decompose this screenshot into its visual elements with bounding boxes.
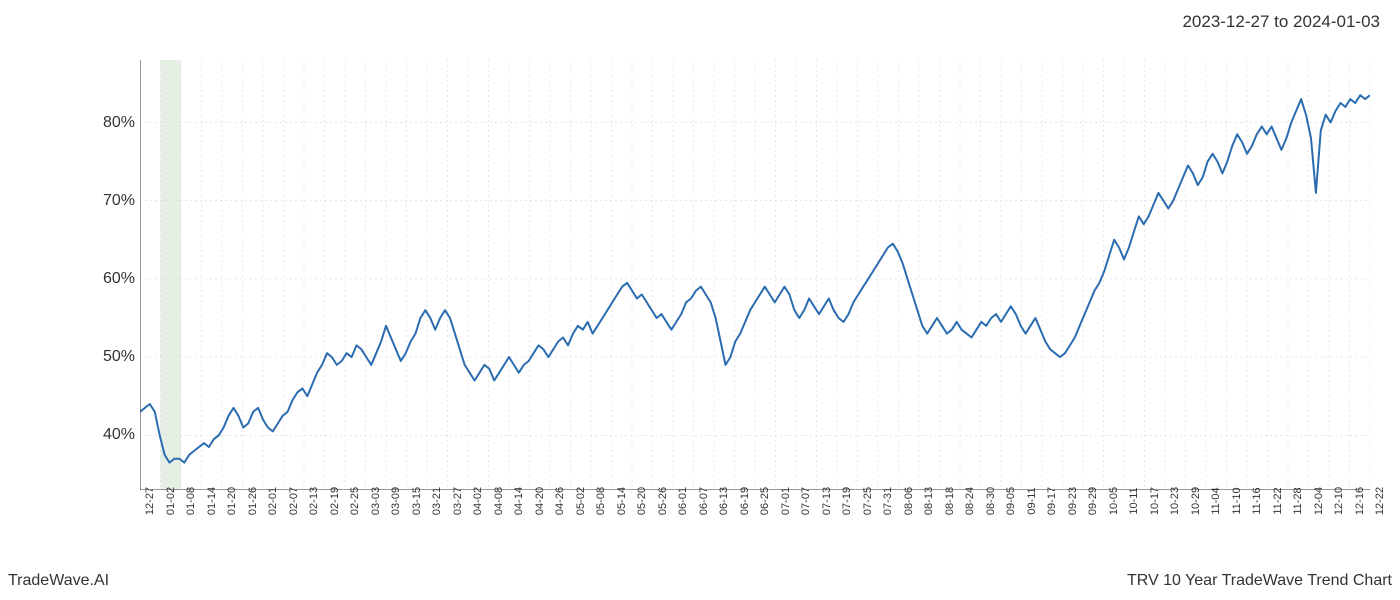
x-tick-label: 11-04	[1210, 487, 1222, 514]
x-tick-label: 12-10	[1333, 487, 1345, 515]
x-tick-label: 03-27	[452, 487, 464, 515]
x-tick-label: 10-05	[1108, 487, 1120, 515]
x-tick-label: 05-08	[595, 487, 607, 515]
x-tick-label: 12-16	[1354, 487, 1366, 515]
x-tick-label: 08-18	[944, 487, 956, 515]
x-tick-label: 01-02	[165, 487, 177, 515]
x-tick-label: 10-23	[1169, 487, 1181, 515]
x-tick-label: 03-15	[411, 487, 423, 515]
x-tick-label: 12-04	[1313, 487, 1325, 515]
x-tick-label: 04-08	[493, 487, 505, 515]
footer-title: TRV 10 Year TradeWave Trend Chart	[1127, 572, 1392, 590]
x-axis: 12-2701-0201-0801-1401-2001-2602-0102-07…	[140, 495, 1370, 565]
x-tick-label: 01-08	[185, 487, 197, 515]
y-tick-label: 70%	[103, 192, 135, 210]
x-tick-label: 05-20	[636, 487, 648, 515]
x-tick-label: 06-01	[677, 487, 689, 515]
x-tick-label: 09-17	[1046, 487, 1058, 515]
x-tick-label: 09-29	[1087, 487, 1099, 515]
x-tick-label: 02-25	[349, 487, 361, 515]
x-tick-label: 04-26	[554, 487, 566, 515]
x-tick-label: 04-02	[472, 487, 484, 515]
x-tick-label: 07-25	[862, 487, 874, 515]
x-tick-label: 12-22	[1374, 487, 1386, 515]
x-tick-label: 07-01	[780, 487, 792, 515]
x-tick-label: 02-19	[329, 487, 341, 515]
x-tick-label: 02-07	[288, 487, 300, 515]
footer-brand: TradeWave.AI	[8, 572, 109, 590]
y-axis: 40% 50% 60% 70% 80%	[85, 60, 135, 490]
y-tick-label: 50%	[103, 348, 135, 366]
x-tick-label: 06-07	[698, 487, 710, 515]
x-tick-label: 08-06	[903, 487, 915, 515]
x-tick-label: 06-19	[739, 487, 751, 515]
x-tick-label: 05-02	[575, 487, 587, 515]
x-tick-label: 01-14	[206, 487, 218, 515]
x-tick-label: 11-16	[1251, 487, 1263, 514]
x-tick-label: 03-09	[390, 487, 402, 515]
y-tick-label: 80%	[103, 114, 135, 132]
x-tick-label: 11-10	[1231, 487, 1243, 514]
x-tick-label: 07-13	[821, 487, 833, 515]
y-tick-label: 40%	[103, 426, 135, 444]
x-tick-label: 07-31	[882, 487, 894, 515]
x-tick-label: 04-14	[513, 487, 525, 515]
x-tick-label: 03-03	[370, 487, 382, 515]
chart-plot-area	[140, 60, 1370, 490]
x-tick-label: 09-23	[1067, 487, 1079, 515]
x-tick-label: 10-11	[1128, 487, 1140, 514]
line-chart-svg	[140, 60, 1370, 490]
x-tick-label: 01-26	[247, 487, 259, 515]
x-tick-label: 02-13	[308, 487, 320, 515]
y-tick-label: 60%	[103, 270, 135, 288]
x-tick-label: 10-17	[1149, 487, 1161, 515]
x-tick-label: 12-27	[144, 487, 156, 515]
x-tick-label: 02-01	[267, 487, 279, 515]
x-tick-label: 10-29	[1190, 487, 1202, 515]
x-tick-label: 01-20	[226, 487, 238, 515]
x-tick-label: 07-07	[800, 487, 812, 515]
x-tick-label: 08-13	[923, 487, 935, 515]
x-tick-label: 05-26	[657, 487, 669, 515]
x-tick-label: 04-20	[534, 487, 546, 515]
x-tick-label: 09-05	[1005, 487, 1017, 515]
x-tick-label: 09-11	[1026, 487, 1038, 514]
x-tick-label: 03-21	[431, 487, 443, 515]
x-tick-label: 05-14	[616, 487, 628, 515]
x-tick-label: 08-30	[985, 487, 997, 515]
x-tick-label: 07-19	[841, 487, 853, 515]
x-tick-label: 06-13	[718, 487, 730, 515]
x-tick-label: 11-28	[1292, 487, 1304, 514]
date-range-label: 2023-12-27 to 2024-01-03	[1182, 12, 1380, 32]
x-tick-label: 06-25	[759, 487, 771, 515]
x-tick-label: 11-22	[1272, 487, 1284, 514]
x-tick-label: 08-24	[964, 487, 976, 515]
